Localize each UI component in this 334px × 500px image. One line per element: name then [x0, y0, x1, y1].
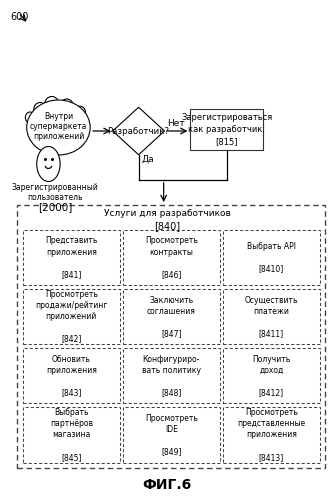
Text: 600: 600: [10, 12, 28, 22]
FancyBboxPatch shape: [23, 230, 120, 285]
Text: Услуги для разработчиков: Услуги для разработчиков: [104, 209, 230, 218]
Text: Представить
приложения

[841]: Представить приложения [841]: [45, 236, 98, 279]
Text: Нет: Нет: [167, 118, 185, 128]
Text: Просмотреть
продажи/рейтинг
приложений

[842]: Просмотреть продажи/рейтинг приложений […: [35, 290, 108, 344]
Ellipse shape: [44, 96, 59, 114]
Text: Зарегистрироваться
как разработчик:
[815]: Зарегистрироваться как разработчик: [815…: [181, 113, 273, 146]
Text: Выбрать API

[8410]: Выбрать API [8410]: [247, 242, 296, 273]
Ellipse shape: [60, 99, 73, 114]
Text: Обновить
приложения

[843]: Обновить приложения [843]: [46, 354, 97, 397]
FancyBboxPatch shape: [123, 289, 220, 344]
FancyBboxPatch shape: [223, 408, 320, 463]
Circle shape: [37, 146, 60, 182]
Text: Зарегистрированный
пользователь: Зарегистрированный пользователь: [12, 182, 99, 202]
FancyBboxPatch shape: [23, 408, 120, 463]
Text: [840]: [840]: [154, 221, 180, 231]
Text: Конфигуриро-
вать политику

[848]: Конфигуриро- вать политику [848]: [142, 354, 201, 397]
Text: Осуществить
платежи

[8411]: Осуществить платежи [8411]: [244, 296, 298, 338]
FancyBboxPatch shape: [223, 348, 320, 404]
Text: Заключить
соглашения

[847]: Заключить соглашения [847]: [147, 296, 196, 338]
FancyBboxPatch shape: [17, 205, 325, 468]
FancyBboxPatch shape: [190, 109, 263, 150]
Text: Разработчик?: Разработчик?: [108, 126, 170, 136]
Text: Просмотреть
IDE

[849]: Просмотреть IDE [849]: [145, 414, 198, 456]
FancyBboxPatch shape: [23, 289, 120, 344]
Text: Да: Да: [142, 155, 155, 164]
FancyBboxPatch shape: [223, 230, 320, 285]
Polygon shape: [113, 108, 165, 155]
Text: Выбрать
партнёров
магазина

[845]: Выбрать партнёров магазина [845]: [50, 408, 93, 462]
Text: Внутри
супермаркета
приложений: Внутри супермаркета приложений: [30, 112, 87, 142]
Ellipse shape: [27, 100, 90, 155]
FancyBboxPatch shape: [23, 348, 120, 404]
Ellipse shape: [25, 112, 35, 123]
Text: ФИГ.6: ФИГ.6: [142, 478, 192, 492]
FancyBboxPatch shape: [223, 289, 320, 344]
FancyBboxPatch shape: [123, 348, 220, 404]
Ellipse shape: [34, 102, 46, 117]
Text: Просмотреть
контракты

[846]: Просмотреть контракты [846]: [145, 236, 198, 279]
FancyBboxPatch shape: [123, 230, 220, 285]
Ellipse shape: [75, 106, 86, 118]
Text: Получить
доход

[8412]: Получить доход [8412]: [252, 354, 291, 397]
Text: [2000]: [2000]: [38, 202, 72, 212]
Text: Просмотреть
представленные
приложения

[8413]: Просмотреть представленные приложения [8…: [237, 408, 305, 462]
FancyBboxPatch shape: [123, 408, 220, 463]
